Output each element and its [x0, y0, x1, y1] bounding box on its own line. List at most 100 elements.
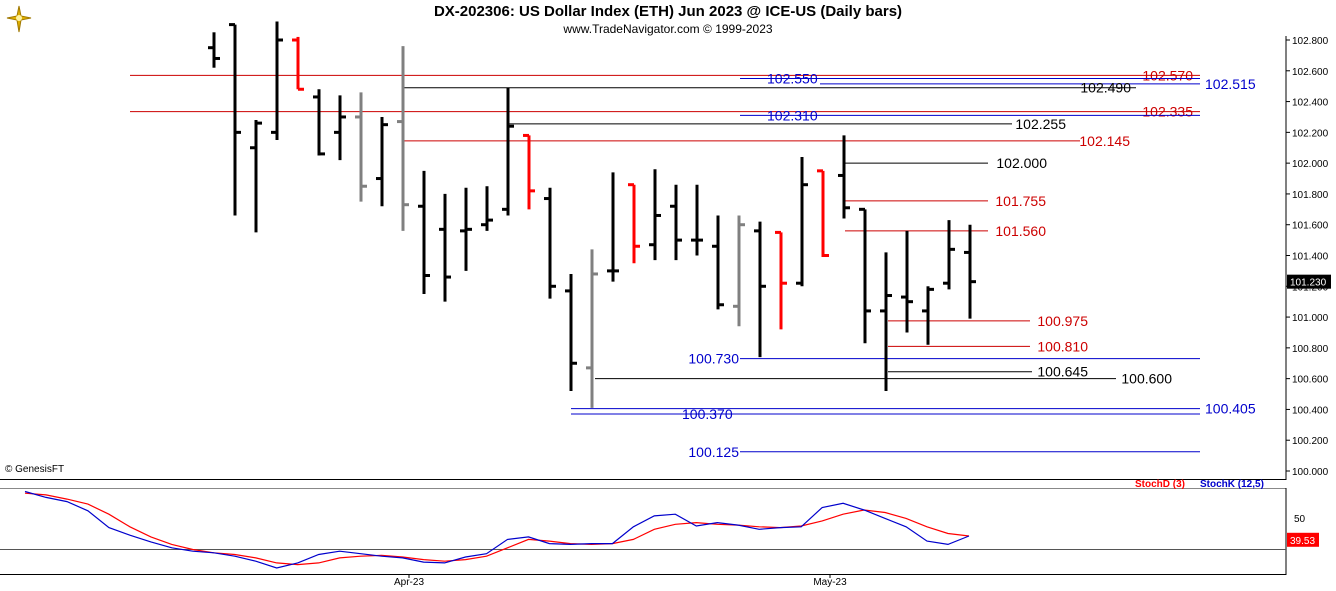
date-x-axis: Apr-23 May-23 — [394, 574, 847, 588]
y-tick-label: 100.800 — [1292, 344, 1329, 355]
price-level: 100.645 — [888, 364, 1088, 380]
y-tick-label: 101.000 — [1292, 313, 1329, 324]
level-label: 102.000 — [996, 155, 1047, 171]
ohlc-bar — [229, 23, 241, 216]
level-label: 102.145 — [1079, 133, 1130, 149]
last-price-box — [1287, 274, 1331, 289]
level-label: 100.370 — [682, 406, 733, 422]
level-label: 100.645 — [1037, 364, 1088, 380]
ohlc-bar — [565, 273, 577, 391]
ohlc-bar — [397, 46, 409, 231]
ohlc-bar — [355, 92, 367, 202]
level-label: 101.755 — [995, 193, 1046, 209]
level-label: 101.560 — [995, 223, 1046, 239]
price-y-axis: 102.800 102.600 102.400 102.200 102.000 101.8… — [1286, 36, 1329, 478]
watermark: © GenesisFT — [5, 464, 64, 475]
price-level: 100.370 — [571, 406, 1200, 422]
y-tick-label: 100.600 — [1292, 375, 1329, 386]
y-tick-label: 101.800 — [1292, 190, 1329, 201]
x-tick-label: Apr-23 — [394, 577, 424, 588]
stoch-series-line — [24, 492, 970, 566]
last-price-marker: 101.230 — [1287, 274, 1331, 289]
ohlc-bars — [208, 21, 976, 408]
ohlc-bar — [607, 172, 619, 282]
stoch-last-value-label: 39.53 — [1290, 536, 1315, 547]
price-level: 102.255 — [509, 116, 1066, 132]
x-tick-label: May-23 — [813, 577, 847, 588]
ohlc-bar — [208, 32, 220, 68]
ohlc-bar — [754, 221, 766, 358]
price-level: 102.000 — [845, 155, 1047, 171]
ohlc-bar — [922, 286, 934, 345]
stoch-series-line — [24, 490, 970, 569]
y-tick-label: 100.400 — [1292, 405, 1329, 416]
ohlc-bar — [691, 184, 703, 256]
price-level: 100.405 — [571, 401, 1256, 417]
chart-subtitle: www.TradeNavigator.com © 1999-2023 — [563, 22, 773, 36]
ohlc-bar — [880, 252, 892, 391]
price-level: 100.975 — [888, 313, 1088, 329]
y-tick-label: 102.800 — [1292, 36, 1329, 47]
ohlc-bar — [523, 133, 535, 210]
y-tick-label: 100.200 — [1292, 436, 1329, 447]
ohlc-bar — [544, 187, 556, 299]
last-price-label: 101.230 — [1290, 278, 1327, 289]
chart-title: DX-202306: US Dollar Index (ETH) Jun 202… — [433, 3, 903, 20]
ohlc-bar — [964, 224, 976, 319]
price-level: 102.310 — [740, 107, 1200, 123]
level-label: 100.810 — [1037, 338, 1088, 354]
ohlc-bar — [628, 183, 640, 264]
ohlc-bar — [502, 87, 514, 216]
level-label: 102.490 — [1080, 80, 1131, 96]
ohlc-bar — [313, 89, 325, 156]
level-label: 102.550 — [767, 70, 818, 86]
ohlc-bar — [733, 215, 745, 327]
level-label: 102.570 — [1142, 67, 1193, 83]
price-level: 100.730 — [688, 351, 1200, 367]
ohlc-bar — [796, 156, 808, 287]
level-label: 102.255 — [1015, 116, 1066, 132]
price-level: 102.490 — [404, 80, 1136, 96]
ohlc-bar — [250, 120, 262, 233]
price-level: 102.145 — [404, 133, 1130, 149]
y-tick-label: 101.400 — [1292, 252, 1329, 263]
level-label: 102.310 — [767, 107, 818, 123]
price-level: 100.600 — [595, 371, 1172, 387]
ohlc-bar — [418, 170, 430, 294]
price-level: 102.570 — [130, 67, 1200, 83]
price-level: 100.125 — [688, 444, 1200, 460]
stoch-y-tick-label: 50 — [1294, 514, 1306, 525]
legend-stochk: StochK (12,5) — [1200, 479, 1264, 490]
ohlc-bar — [859, 207, 871, 344]
ohlc-bar — [460, 187, 472, 271]
ohlc-bar — [670, 184, 682, 261]
level-label: 100.730 — [688, 351, 739, 367]
price-level: 100.810 — [888, 338, 1088, 354]
y-tick-label: 102.400 — [1292, 98, 1329, 109]
legend-stochd: StochD (3) — [1135, 479, 1185, 490]
price-level: 101.560 — [845, 223, 1046, 239]
level-label: 100.600 — [1121, 371, 1172, 387]
y-tick-label: 102.200 — [1292, 128, 1329, 139]
stochastic-panel: StochD (3) StochK (12,5) 50 39.53 — [24, 479, 1319, 569]
level-label: 102.515 — [1205, 76, 1256, 92]
level-label: 100.975 — [1037, 313, 1088, 329]
y-tick-label: 100.000 — [1292, 467, 1329, 478]
ohlc-bar — [838, 135, 850, 219]
y-tick-label: 102.600 — [1292, 67, 1329, 78]
trade-navigator-logo-icon — [6, 5, 32, 33]
ohlc-bar — [775, 230, 787, 330]
ohlc-bar — [271, 21, 283, 141]
ohlc-bar — [586, 249, 598, 408]
price-level: 102.550 — [740, 70, 1200, 86]
ohlc-bar — [481, 186, 493, 231]
level-label: 102.335 — [1142, 104, 1193, 120]
level-label: 100.125 — [688, 444, 739, 460]
level-label: 100.405 — [1205, 401, 1256, 417]
ohlc-bar — [943, 220, 955, 290]
price-levels: 102.570 102.550 102.515 102.490 102.335 102.3… — [130, 67, 1256, 460]
ohlc-bar — [376, 116, 388, 207]
price-level: 101.755 — [845, 193, 1046, 209]
y-tick-label: 102.000 — [1292, 159, 1329, 170]
